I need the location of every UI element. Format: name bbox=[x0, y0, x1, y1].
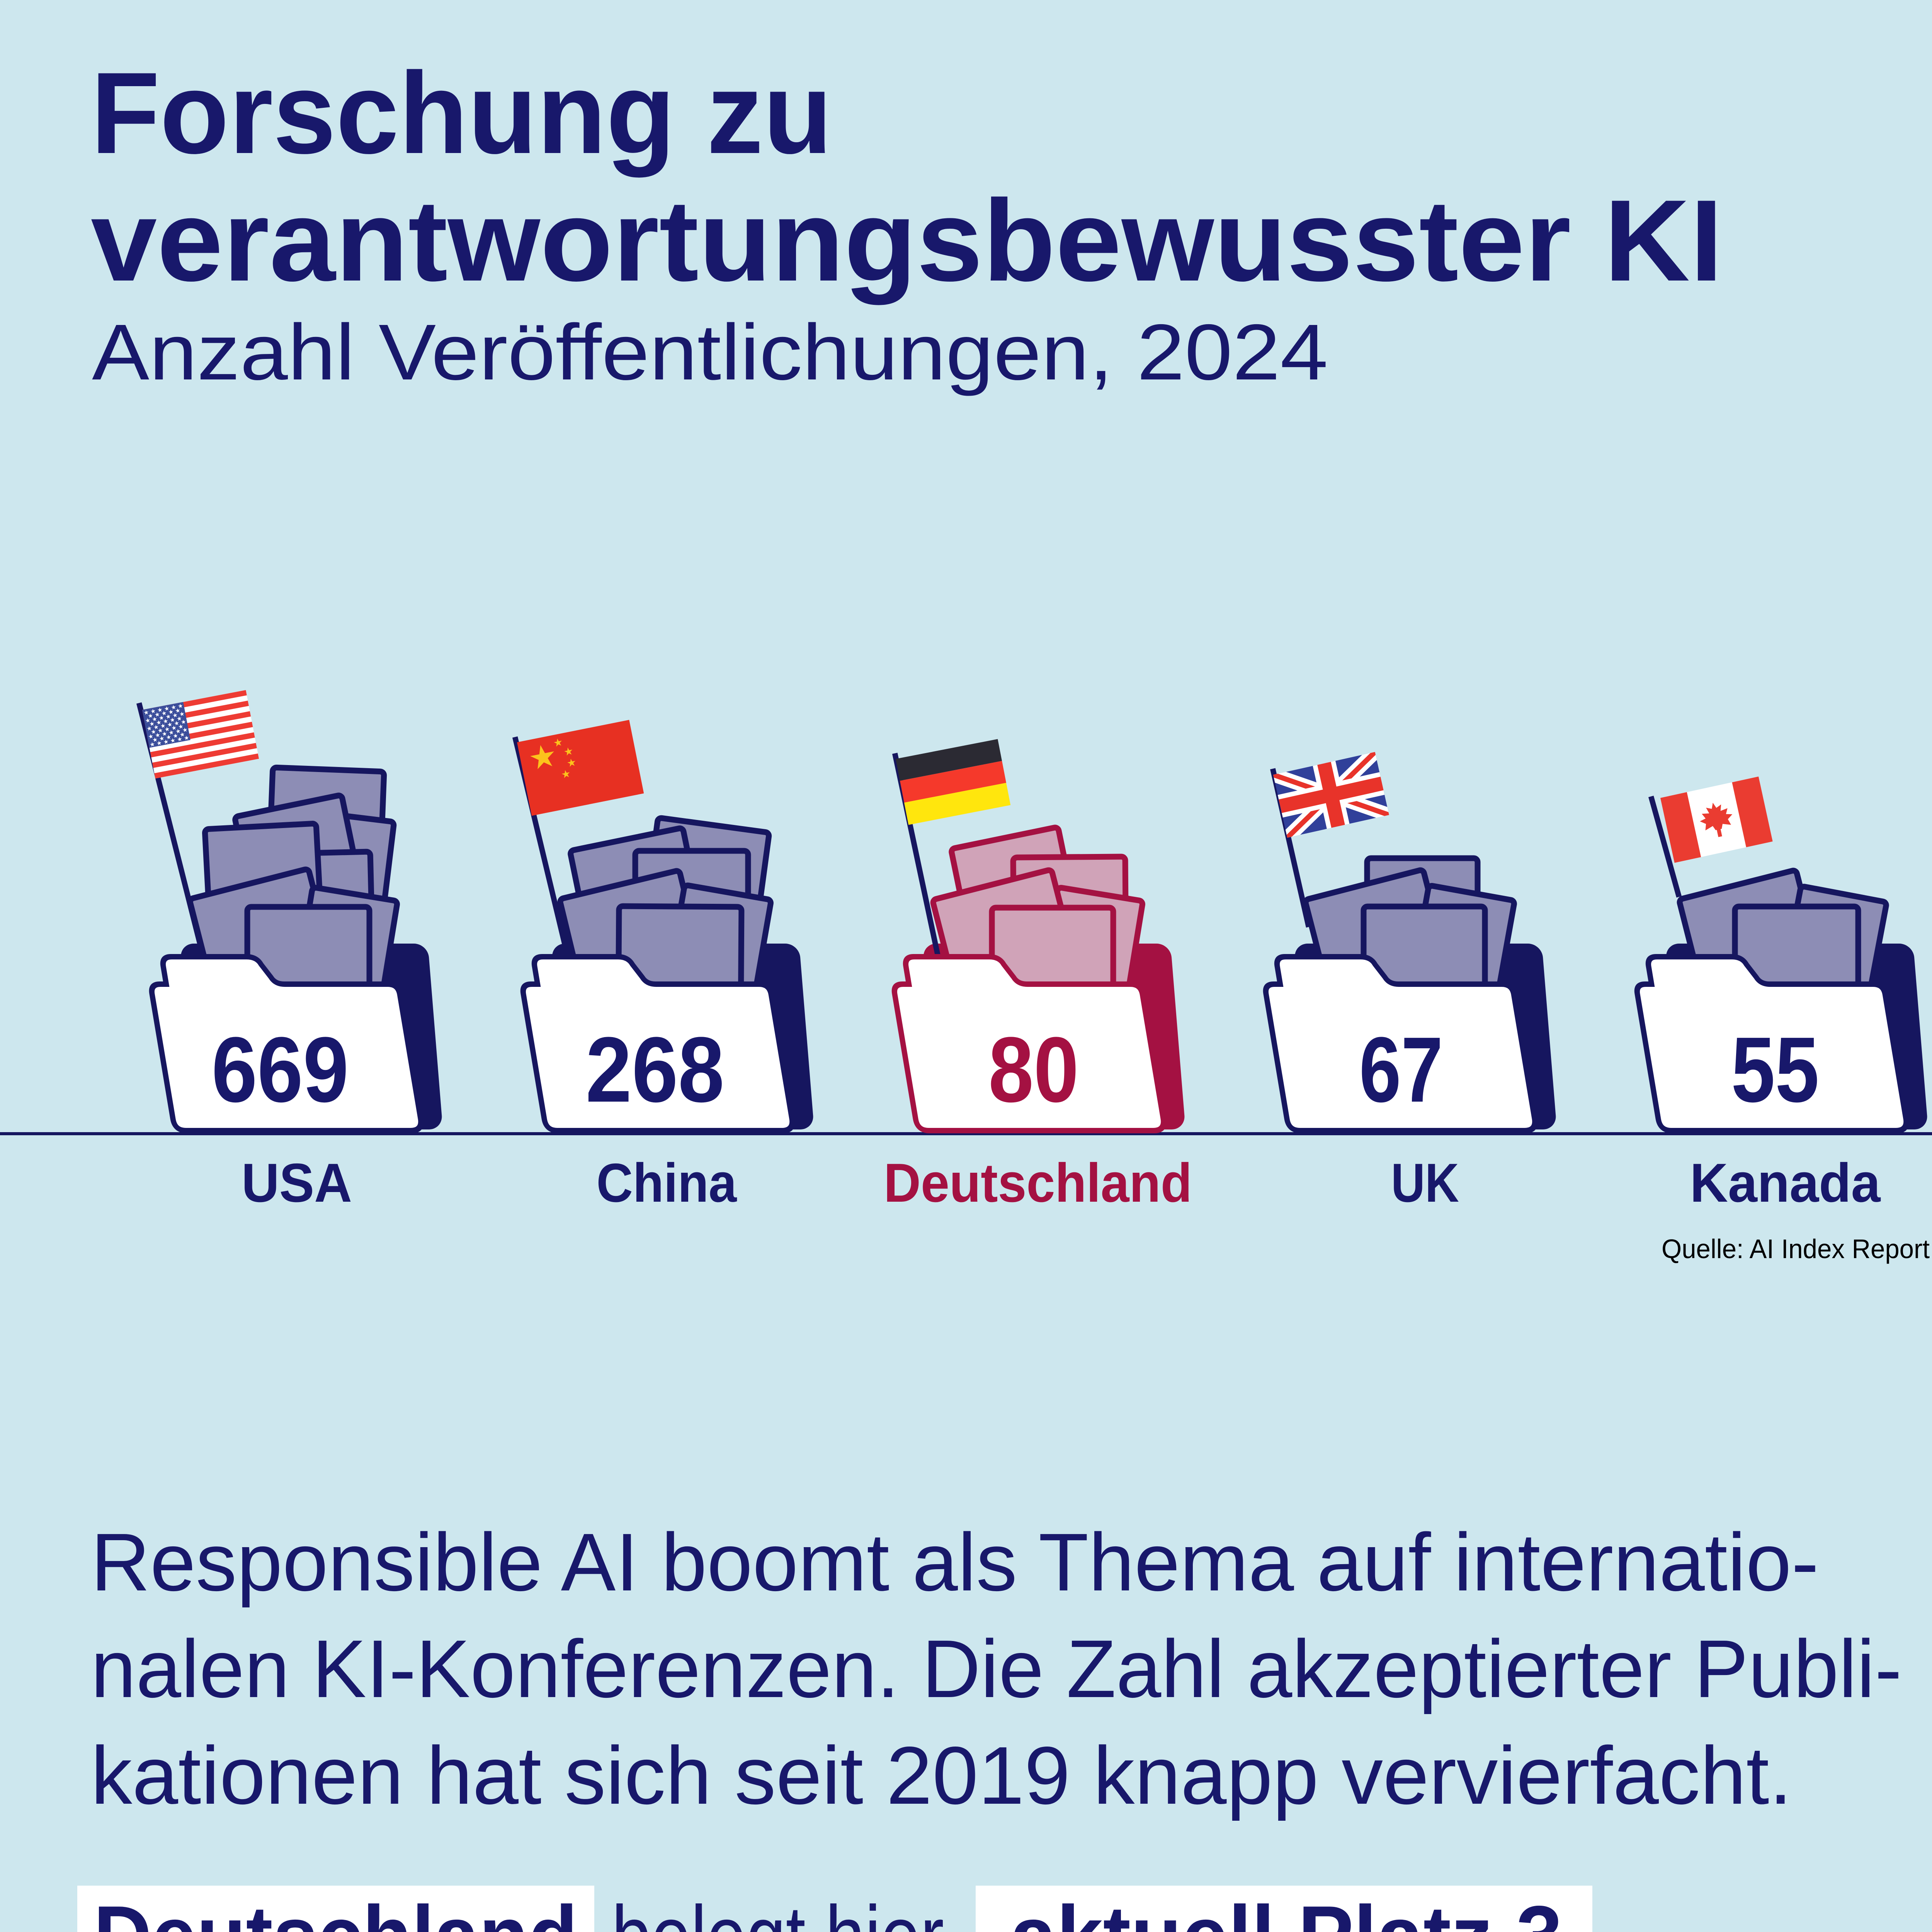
svg-text:Responsible AI boomt als Thema: Responsible AI boomt als Thema auf inter… bbox=[91, 1516, 1819, 1608]
svg-text:Deutschland: Deutschland bbox=[94, 1888, 578, 1932]
svg-text:kationen hat sich seit 2019 kn: kationen hat sich seit 2019 knapp vervie… bbox=[91, 1730, 1792, 1821]
svg-text:Anzahl Veröffentlichungen, 202: Anzahl Veröffentlichungen, 2024 bbox=[92, 308, 1328, 396]
svg-text:Forschung zu: Forschung zu bbox=[91, 48, 832, 179]
svg-text:.: . bbox=[1598, 1888, 1622, 1932]
svg-text:669: 669 bbox=[212, 1018, 349, 1121]
svg-text:verantwortungsbewusster KI: verantwortungsbewusster KI bbox=[91, 175, 1723, 306]
svg-text:268: 268 bbox=[586, 1018, 724, 1121]
svg-text:Quelle: AI Index Report 2025: Quelle: AI Index Report 2025 bbox=[1662, 1234, 1932, 1264]
svg-text:USA: USA bbox=[242, 1152, 352, 1214]
svg-text:Kanada: Kanada bbox=[1690, 1152, 1881, 1214]
svg-text:55: 55 bbox=[1731, 1018, 1819, 1121]
svg-text:aktuell Platz 3: aktuell Platz 3 bbox=[1010, 1888, 1563, 1932]
svg-text:UK: UK bbox=[1391, 1152, 1459, 1214]
svg-text:67: 67 bbox=[1359, 1018, 1443, 1121]
svg-text:nalen KI-Konferenzen. Die Zahl: nalen KI-Konferenzen. Die Zahl akzeptier… bbox=[91, 1623, 1902, 1714]
svg-text:belegt hier: belegt hier bbox=[612, 1888, 944, 1932]
svg-text:China: China bbox=[597, 1152, 737, 1214]
svg-text:Deutschland: Deutschland bbox=[884, 1152, 1192, 1214]
svg-text:80: 80 bbox=[988, 1018, 1079, 1121]
